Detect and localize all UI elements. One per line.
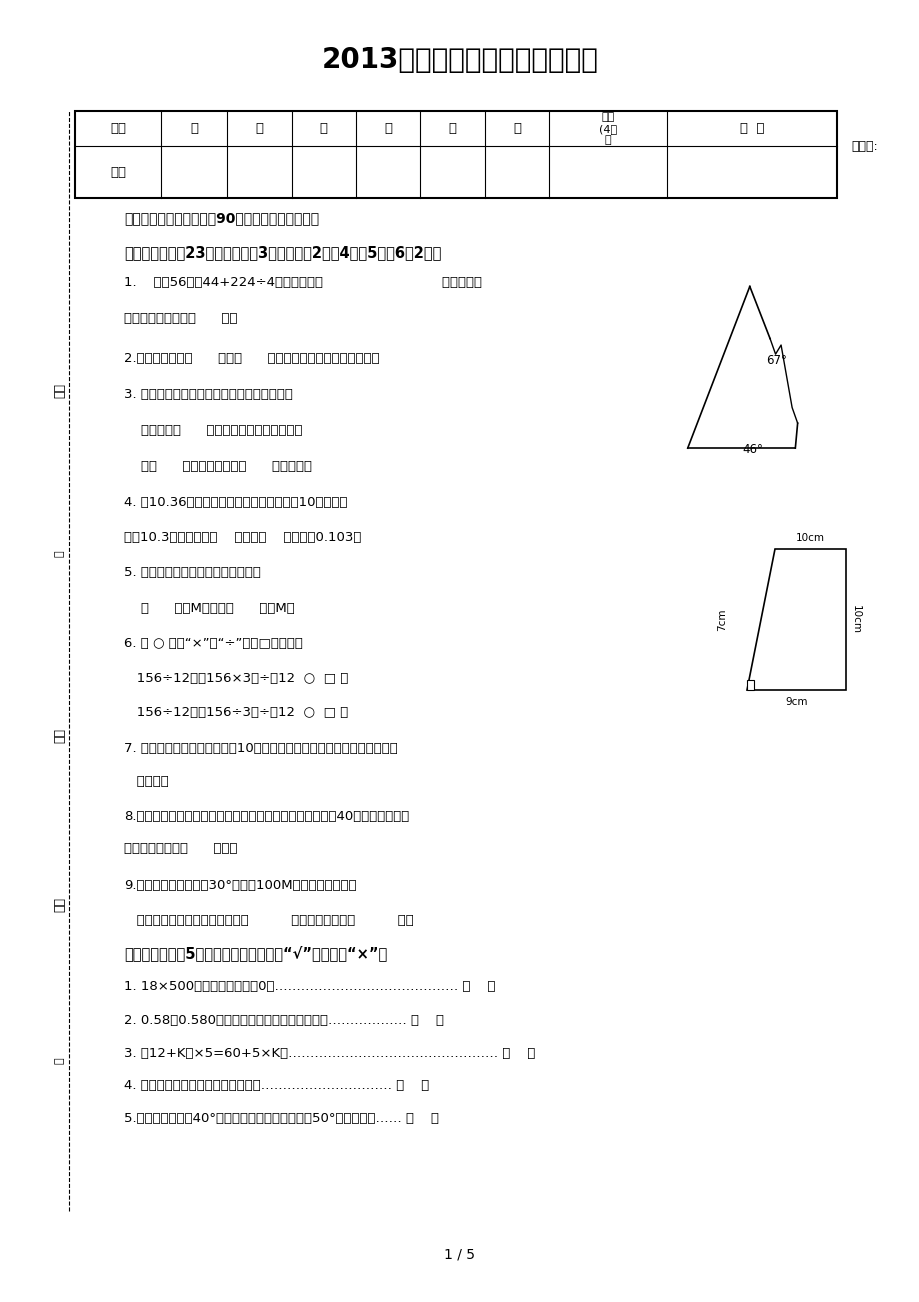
Text: 2. 0.58和0.580的大小相等，计数单位也相等。……………… （    ）: 2. 0.58和0.580的大小相等，计数单位也相等。……………… （ ） bbox=[124, 1014, 444, 1027]
Text: 尽心尽力，轻松面对，用90分钟展示一下自己吧！: 尽心尽力，轻松面对，用90分钟展示一下自己吧！ bbox=[124, 211, 319, 225]
Text: 10cm: 10cm bbox=[795, 533, 824, 543]
Text: 9cm: 9cm bbox=[785, 697, 807, 707]
Text: 装: 装 bbox=[55, 1057, 64, 1065]
Text: 卷首语:: 卷首语: bbox=[850, 141, 877, 152]
Text: 是（      ）三角形，也是（      ）三角形。: 是（ ）三角形，也是（ ）三角形。 bbox=[124, 460, 312, 473]
Text: 6. 在 ○ 里填“×”或“÷”，在□里填数。: 6. 在 ○ 里填“×”或“÷”，在□里填数。 bbox=[124, 637, 302, 650]
Text: 156÷12＝（156×3）÷（12  ○  □ ）: 156÷12＝（156×3）÷（12 ○ □ ） bbox=[124, 672, 348, 685]
Text: 订: 订 bbox=[55, 549, 64, 557]
Text: 1. 18×500，积的末尾有两个0。…………………………………… （    ）: 1. 18×500，积的末尾有两个0。…………………………………… （ ） bbox=[124, 980, 495, 993]
Text: ）方向上；那么小丽在小明的（          ）方向上距离是（          ）。: ）方向上；那么小丽在小明的（ ）方向上距离是（ ）。 bbox=[124, 914, 414, 927]
Text: （      ）厘M，高是（      ）厘M。: （ ）厘M，高是（ ）厘M。 bbox=[124, 602, 295, 615]
Text: 8.万田小学在第二届体育节方阵表演时中，最外层一共有有40人，参加这个方: 8.万田小学在第二届体育节方阵表演时中，最外层一共有有40人，参加这个方 bbox=[124, 810, 409, 823]
Text: 67°: 67° bbox=[766, 354, 787, 367]
Text: 四: 四 bbox=[384, 122, 391, 135]
Text: 总  分: 总 分 bbox=[739, 122, 764, 135]
Text: 156÷12＝（156÷3）÷（12  ○  □ ）: 156÷12＝（156÷3）÷（12 ○ □ ） bbox=[124, 706, 348, 719]
Text: 这个角是（      ）度，原来这块纸片的形状: 这个角是（ ）度，原来这块纸片的形状 bbox=[124, 424, 302, 437]
Text: 姓名: 姓名 bbox=[53, 383, 66, 398]
Text: 3. 如右图，一块三角形纸片被撕去了一个角。: 3. 如右图，一块三角形纸片被撕去了一个角。 bbox=[124, 388, 293, 401]
Text: ），10.3的小数点向（    ）移动（    ）位后是0.103。: ），10.3的小数点向（ ）移动（ ）位后是0.103。 bbox=[124, 531, 361, 544]
Bar bbox=[746, 680, 754, 690]
Text: 7cm: 7cm bbox=[716, 608, 726, 631]
Text: 2.我们可以根据（      ）和（      ）两个条件来确定物体的位置。: 2.我们可以根据（ ）和（ ）两个条件来确定物体的位置。 bbox=[124, 352, 380, 365]
Text: 书写
(4分
）: 书写 (4分 ） bbox=[598, 112, 617, 145]
Text: 小学: 小学 bbox=[53, 897, 66, 913]
Text: 10cm: 10cm bbox=[850, 605, 860, 634]
Text: 一、谨慎填写（23分，每一小题3分，其中第2、、4、、5、、6题2分）: 一、谨慎填写（23分，每一小题3分，其中第2、、4、、5、、6题2分） bbox=[124, 245, 441, 260]
Text: 1 / 5: 1 / 5 bbox=[444, 1247, 475, 1262]
Text: 1.    计算56（（44+224÷4）时，先算（                            ），再算（: 1. 计算56（（44+224÷4）时，先算（ ），再算（ bbox=[124, 276, 482, 289]
Text: 五: 五 bbox=[448, 122, 456, 135]
Text: 5.甲在乙的东偏卉40°方向上，还可以说成南偏东50°的方向上。…… （    ）: 5.甲在乙的东偏卉40°方向上，还可以说成南偏东50°的方向上。…… （ ） bbox=[124, 1112, 438, 1125]
Text: 46°: 46° bbox=[742, 443, 763, 456]
Text: 班级: 班级 bbox=[53, 728, 66, 743]
Text: 一: 一 bbox=[190, 122, 198, 135]
Text: 题号: 题号 bbox=[110, 122, 126, 135]
Text: 2013年四年级下册数学期末试卷: 2013年四年级下册数学期末试卷 bbox=[322, 46, 597, 74]
Text: 4. 把10.36的小数点向左移动两位，再扩大10倍后是（: 4. 把10.36的小数点向左移动两位，再扩大10倍后是（ bbox=[124, 496, 347, 509]
Bar bbox=[75, 111, 836, 198]
Text: 3. （12+K）×5=60+5×K。………………………………………… （    ）: 3. （12+K）×5=60+5×K。………………………………………… （ ） bbox=[124, 1047, 535, 1060]
Polygon shape bbox=[746, 549, 845, 690]
Text: 三: 三 bbox=[320, 122, 327, 135]
Text: 得分: 得分 bbox=[110, 165, 126, 178]
Text: 5. 右边梯形的上底与下底长度的和是: 5. 右边梯形的上底与下底长度的和是 bbox=[124, 566, 261, 579]
Text: ）分钟。: ）分钟。 bbox=[124, 775, 169, 788]
Text: 二、准确判断（5分）（对的在括号内打“√”，错的打“×”）: 二、准确判断（5分）（对的在括号内打“√”，错的打“×”） bbox=[124, 945, 387, 961]
Text: 4. 等腰三角形一定比等边三角形大。………………………… （    ）: 4. 等腰三角形一定比等边三角形大。………………………… （ ） bbox=[124, 1079, 429, 1092]
Text: 9.小明在小丽的西偏北30°方向上100M处，还可以说成（: 9.小明在小丽的西偏北30°方向上100M处，还可以说成（ bbox=[124, 879, 357, 892]
Text: 7. 李叔叔把一根木头锯成三段10分钟，那么据同样的木头锯成九段就要（: 7. 李叔叔把一根木头锯成三段10分钟，那么据同样的木头锯成九段就要（ bbox=[124, 742, 398, 755]
Text: ），最后的结果是（      ）。: ），最后的结果是（ ）。 bbox=[124, 312, 237, 326]
Text: 六: 六 bbox=[513, 122, 520, 135]
Text: 阵表演的一共有（      ）人。: 阵表演的一共有（ ）人。 bbox=[124, 842, 237, 855]
Text: 二: 二 bbox=[255, 122, 263, 135]
